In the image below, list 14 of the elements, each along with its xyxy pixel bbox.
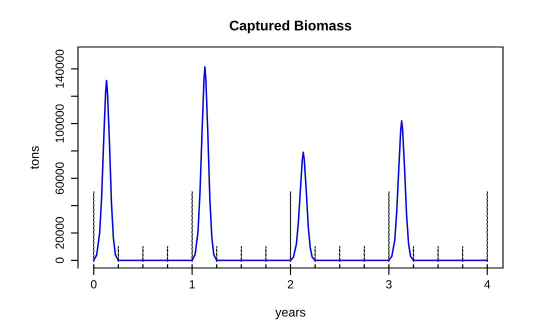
x-axis-title: years [275,310,306,320]
y-axis-title: tons [30,146,39,170]
x-tick-label: 4 [484,280,490,288]
x-tick-label: 3 [386,280,392,288]
line-series [92,66,488,262]
y-tick-label: 0 [56,258,64,264]
y-tick-label: 140000 [56,50,64,88]
y-tick-label: 20000 [56,217,64,249]
y-tick-label: 60000 [56,162,64,194]
x-tick-label: 2 [288,280,294,288]
chart-title: Captured Biomass [230,20,352,34]
x-tick-label: 0 [90,280,97,288]
x-tick-label: 1 [190,280,195,288]
y-tick-label: 100000 [56,104,64,142]
